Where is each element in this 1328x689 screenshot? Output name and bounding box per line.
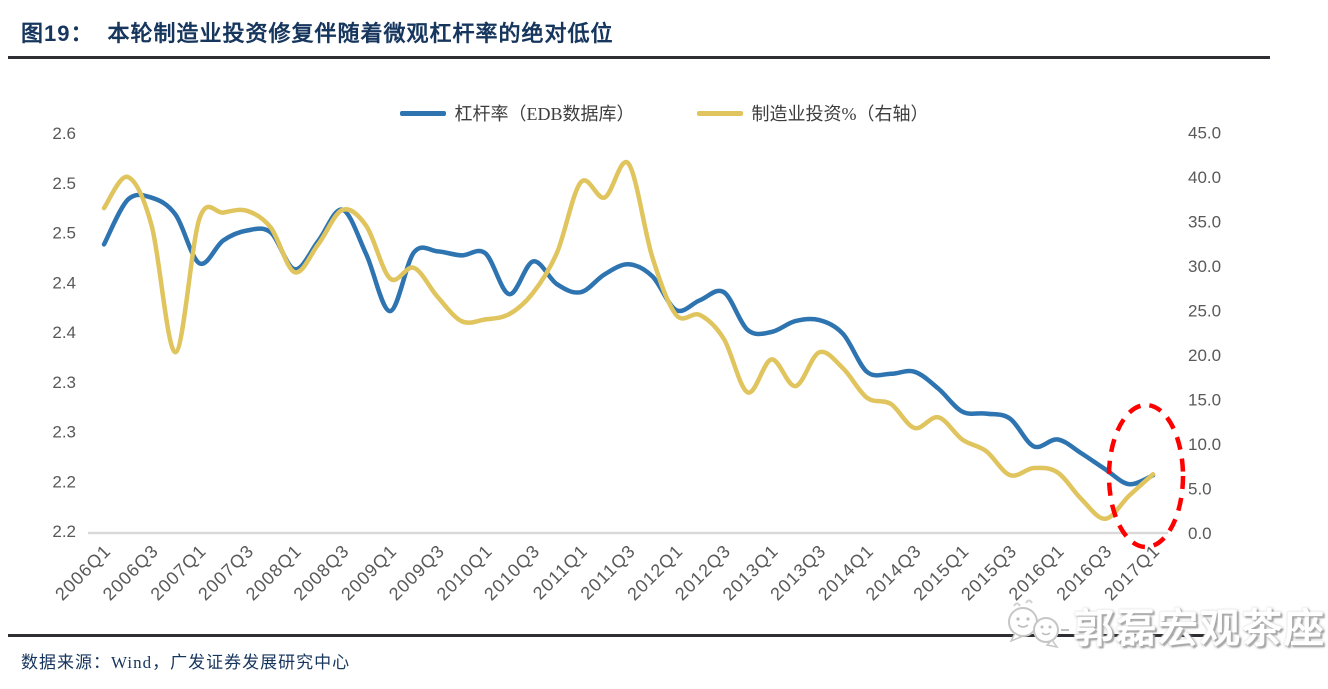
y-axis-left-label: 2.5 <box>52 224 76 243</box>
figure-number-label: 图19： <box>21 21 94 46</box>
wechat-icon <box>1008 599 1069 649</box>
legend-swatch-leverage <box>399 110 446 116</box>
y-axis-right-label: 30.0 <box>1188 257 1221 276</box>
figure-title-text: 本轮制造业投资修复伴随着微观杠杆率的绝对低位 <box>107 21 614 46</box>
y-axis-left-label: 2.4 <box>52 273 76 292</box>
footer-divider <box>8 634 1216 637</box>
y-axis-right-label: 10.0 <box>1188 435 1221 454</box>
highlight-ellipse <box>1106 402 1186 550</box>
legend-label-leverage: 杠杆率（EDB数据库） <box>454 104 635 124</box>
y-axis-left-label: 2.4 <box>52 323 76 342</box>
y-axis-right-label: 20.0 <box>1188 346 1221 365</box>
legend-item-investment: 制造业投资%（右轴） <box>696 100 929 126</box>
page-title: 图19： 本轮制造业投资修复伴随着微观杠杆率的绝对低位 <box>21 16 614 48</box>
watermark: 郭磊宏观茶座 <box>1004 596 1326 654</box>
line-chart: 2.6 2.5 2.5 2.4 2.4 2.3 2.3 2.2 2.2 45.0 40.0 35.0 3… <box>51 124 1221 605</box>
legend-label-investment: 制造业投资%（右轴） <box>751 104 929 124</box>
y-axis-left-label: 2.2 <box>52 472 76 491</box>
series-line-investment <box>101 159 1156 522</box>
watermark-text: 郭磊宏观茶座 <box>1074 607 1326 651</box>
chart-legend: 杠杆率（EDB数据库） 制造业投资%（右轴） <box>0 100 1328 126</box>
legend-swatch-investment <box>696 110 743 116</box>
y-axis-right-label: 15.0 <box>1188 391 1221 410</box>
y-axis-left-label: 2.2 <box>52 522 76 541</box>
y-axis-left-label: 2.6 <box>52 124 76 143</box>
y-axis-left-label: 2.3 <box>52 423 76 442</box>
source-note: 数据来源：Wind，广发证券发展研究中心 <box>21 653 351 672</box>
y-axis-right-label: 35.0 <box>1188 213 1221 232</box>
y-axis-right-label: 40.0 <box>1188 168 1221 187</box>
y-axis-right-label: 0.0 <box>1188 524 1212 543</box>
y-axis-right-label: 25.0 <box>1188 302 1221 321</box>
y-axis-left-label: 2.3 <box>52 373 76 392</box>
legend-item-leverage: 杠杆率（EDB数据库） <box>399 100 635 126</box>
y-axis-right-label: 45.0 <box>1188 124 1221 143</box>
title-divider <box>8 56 1270 59</box>
series-line-leverage <box>101 192 1156 487</box>
y-axis-right-label: 5.0 <box>1188 480 1212 499</box>
y-axis-left-label: 2.5 <box>52 174 76 193</box>
